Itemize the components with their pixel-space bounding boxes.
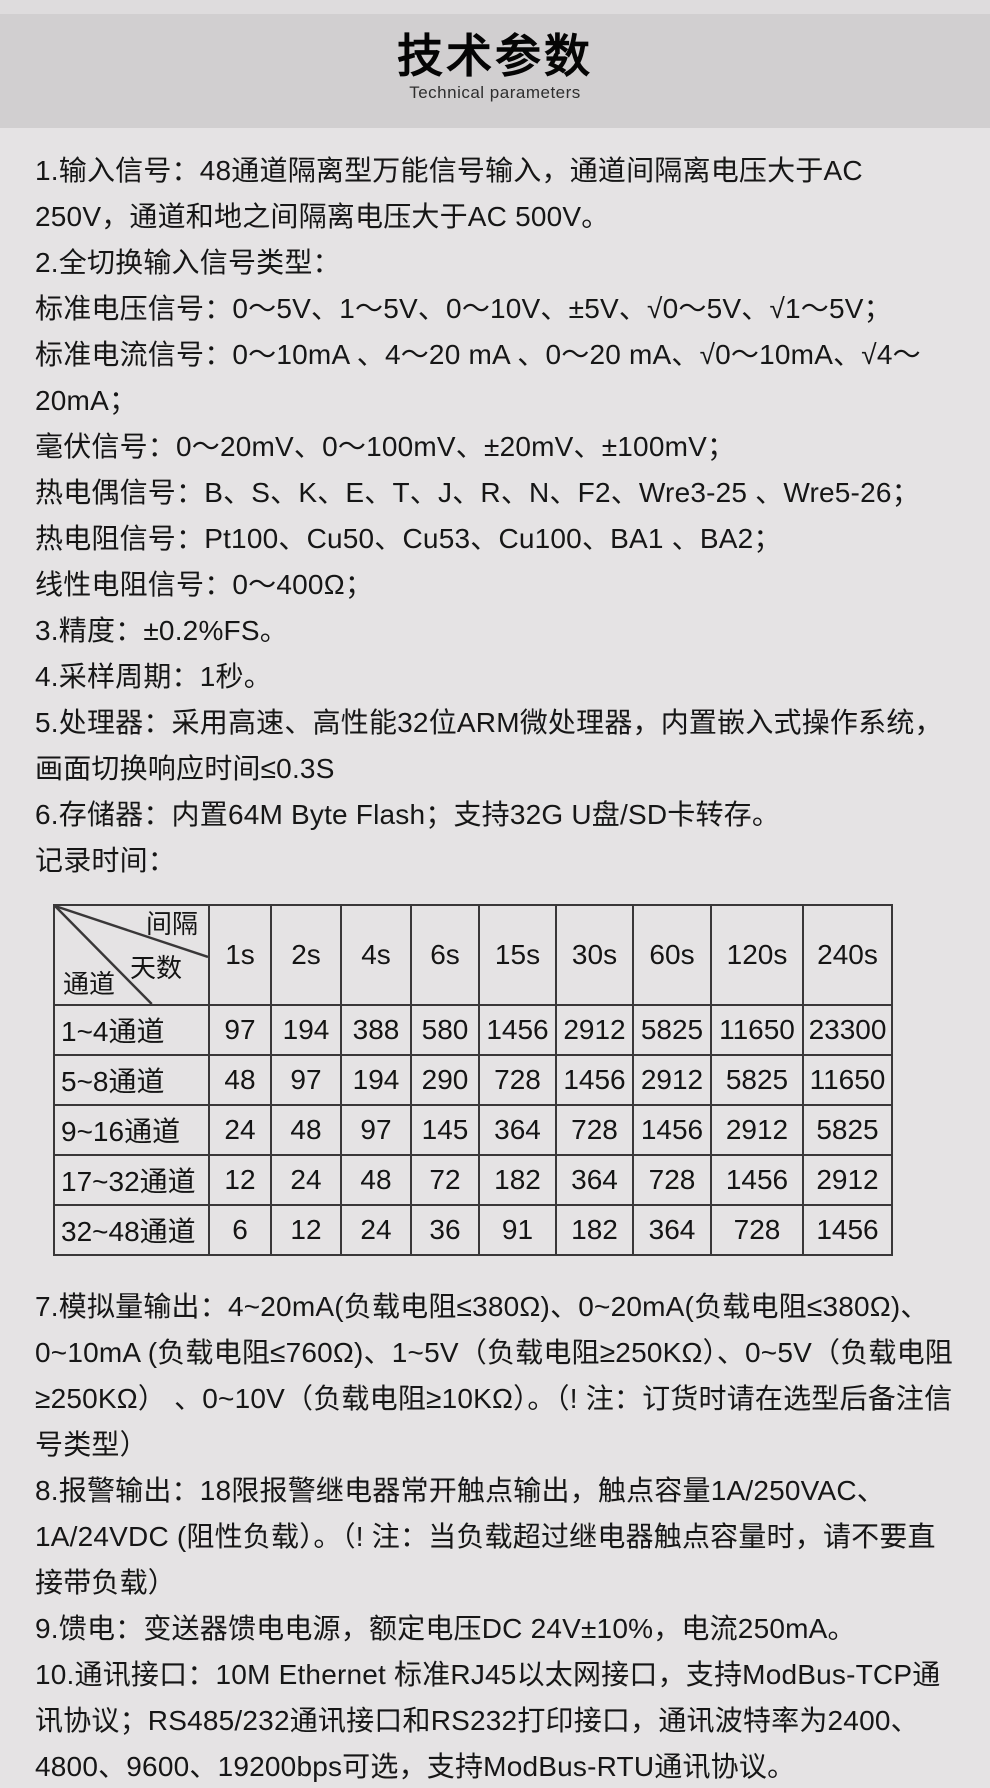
spec-signal-types: 2.全切换输入信号类型： (35, 247, 341, 278)
spec-feed-power: 9.馈电：变送器馈电电源，额定电压DC 24V±10%，电流250mA。 (35, 1613, 856, 1644)
table-cell: 145 (410, 1104, 480, 1156)
spec-current-signals: 标准电流信号：0～10mA 、4～20 mA 、0～20 mA、√0～10mA、… (35, 339, 921, 416)
table-cell: 194 (270, 1004, 342, 1056)
channel-row-label: 9~16通道 (53, 1104, 210, 1156)
spec-sampling-period: 4.采样周期：1秒。 (35, 661, 272, 692)
corner-diagonal-lines (56, 907, 207, 1003)
spec-communication: 10.通讯接口：10M Ethernet 标准RJ45以太网接口，支持ModBu… (35, 1659, 941, 1782)
table-cell: 2912 (710, 1104, 804, 1156)
table-cell: 5825 (802, 1104, 893, 1156)
table-row: 1~4通道 97 194 388 580 1456 2912 5825 11650 23300 (53, 1004, 893, 1056)
table-cell: 1456 (802, 1204, 893, 1256)
channel-row-label: 5~8通道 (53, 1054, 210, 1106)
table-cell: 5825 (710, 1054, 804, 1106)
spec-content: 1.输入信号：48通道隔离型万能信号输入，通道间隔离电压大于AC 250V，通道… (0, 128, 990, 1788)
table-cell: 97 (340, 1104, 412, 1156)
table-row: 32~48通道 6 12 24 36 91 182 364 728 1456 (53, 1204, 893, 1256)
spec-alarm-output: 8.报警输出：18限报警继电器常开触点输出，触点容量1A/250VAC、1A/2… (35, 1475, 936, 1598)
table-cell: 23300 (802, 1004, 893, 1056)
table-cell: 1456 (555, 1054, 634, 1106)
interval-column-header: 1s (208, 904, 272, 1006)
table-cell: 24 (270, 1154, 342, 1206)
table-row: 5~8通道 48 97 194 290 728 1456 2912 5825 11650 (53, 1054, 893, 1106)
table-cell: 728 (555, 1104, 634, 1156)
interval-column-header: 4s (340, 904, 412, 1006)
spec-record-time-label: 记录时间： (35, 845, 177, 876)
table-cell: 97 (270, 1054, 342, 1106)
table-cell: 1456 (710, 1154, 804, 1206)
table-row: 17~32通道 12 24 48 72 182 364 728 1456 2912 (53, 1154, 893, 1206)
page-title: 技术参数 (397, 30, 593, 82)
interval-column-header: 240s (802, 904, 893, 1006)
table-cell: 48 (270, 1104, 342, 1156)
table-cell: 12 (208, 1154, 272, 1206)
record-table-header-row: 间隔 天数 通道 1s 2s 4s 6s 15s 30s 60s 120s 240s (53, 904, 893, 1006)
spec-input-signal: 1.输入信号：48通道隔离型万能信号输入，通道间隔离电压大于AC 250V，通道… (35, 155, 863, 232)
table-row: 9~16通道 24 48 97 145 364 728 1456 2912 5825 (53, 1104, 893, 1156)
table-cell: 728 (478, 1054, 557, 1106)
table-cell: 364 (478, 1104, 557, 1156)
spec-rtd-signals: 热电阻信号：Pt100、Cu50、Cu53、Cu100、BA1 、BA2； (35, 523, 782, 554)
channel-row-label: 17~32通道 (53, 1154, 210, 1206)
table-cell: 182 (478, 1154, 557, 1206)
spec-linear-resistance: 线性电阻信号：0～400Ω； (35, 569, 374, 600)
table-cell: 6 (208, 1204, 272, 1256)
table-cell: 182 (555, 1204, 634, 1256)
table-cell: 1456 (632, 1104, 712, 1156)
record-table-body: 1~4通道 97 194 388 580 1456 2912 5825 11650 23300 5~… (53, 1004, 893, 1256)
table-cell: 364 (555, 1154, 634, 1206)
table-cell: 2912 (555, 1004, 634, 1056)
spec-thermocouple-signals: 热电偶信号：B、S、K、E、T、J、R、N、F2、Wre3-25 、Wre5-2… (35, 477, 920, 508)
interval-column-header: 60s (632, 904, 712, 1006)
table-cell: 728 (632, 1154, 712, 1206)
table-cell: 728 (710, 1204, 804, 1256)
corner-label-days: 天数 (129, 953, 182, 983)
table-cell: 12 (270, 1204, 342, 1256)
table-cell: 48 (340, 1154, 412, 1206)
table-cell: 91 (478, 1204, 557, 1256)
table-cell: 364 (632, 1204, 712, 1256)
table-cell: 194 (340, 1054, 412, 1106)
table-cell: 24 (208, 1104, 272, 1156)
spec-processor: 5.处理器：采用高速、高性能32位ARM微处理器，内置嵌入式操作系统，画面切换响… (35, 707, 943, 784)
table-cell: 11650 (710, 1004, 804, 1056)
interval-column-header: 2s (270, 904, 342, 1006)
interval-column-header: 30s (555, 904, 634, 1006)
spec-storage: 6.存储器：内置64M Byte Flash；支持32G U盘/SD卡转存。 (35, 799, 781, 830)
section-header-banner: 技术参数 Technical parameters (0, 14, 990, 128)
interval-column-header: 120s (710, 904, 804, 1006)
corner-label-interval: 间隔 (145, 909, 198, 939)
top-strip (0, 0, 990, 14)
spec-voltage-signals: 标准电压信号：0～5V、1～5V、0～10V、±5V、√0～5V、√1～5V； (35, 293, 892, 324)
spec-analog-output: 7.模拟量输出：4~20mA(负载电阻≤380Ω)、0~20mA(负载电阻≤38… (35, 1291, 954, 1460)
record-table-corner-cell: 间隔 天数 通道 (53, 904, 210, 1006)
table-cell: 2912 (632, 1054, 712, 1106)
corner-label-channel: 通道 (63, 969, 116, 999)
table-cell: 290 (410, 1054, 480, 1106)
table-cell: 1456 (478, 1004, 557, 1056)
table-cell: 2912 (802, 1154, 893, 1206)
table-cell: 36 (410, 1204, 480, 1256)
spec-millivolt-signals: 毫伏信号：0～20mV、0～100mV、±20mV、±100mV； (35, 431, 736, 462)
table-cell: 580 (410, 1004, 480, 1056)
spec-accuracy: 3.精度：±0.2%FS。 (35, 615, 288, 646)
table-cell: 72 (410, 1154, 480, 1206)
page-subtitle: Technical parameters (409, 83, 581, 102)
table-cell: 388 (340, 1004, 412, 1056)
interval-column-header: 6s (410, 904, 480, 1006)
record-time-table: 间隔 天数 通道 1s 2s 4s 6s 15s 30s 60s 120s 240s 1~4通道… (53, 904, 893, 1256)
table-cell: 24 (340, 1204, 412, 1256)
interval-column-header: 15s (478, 904, 557, 1006)
table-cell: 97 (208, 1004, 272, 1056)
table-cell: 11650 (802, 1054, 893, 1106)
channel-row-label: 32~48通道 (53, 1204, 210, 1256)
channel-row-label: 1~4通道 (53, 1004, 210, 1056)
table-cell: 48 (208, 1054, 272, 1106)
table-cell: 5825 (632, 1004, 712, 1056)
